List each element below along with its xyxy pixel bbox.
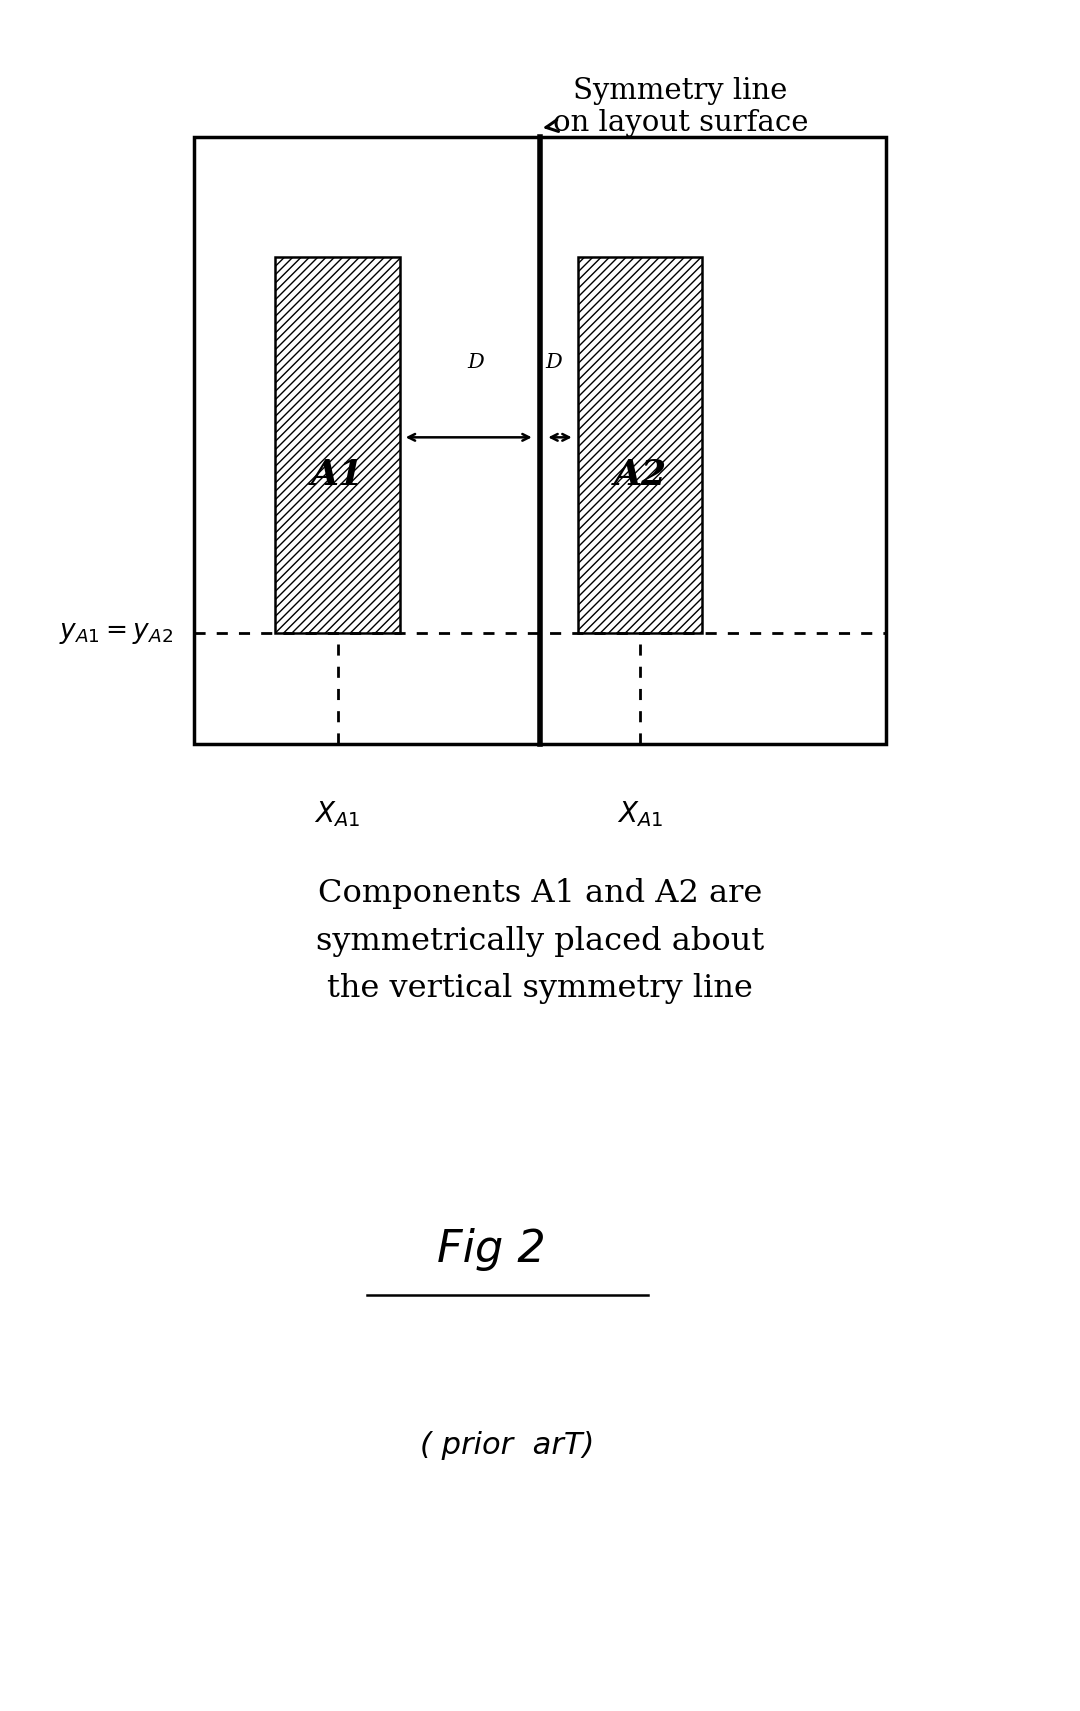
Text: $X_{A1}$: $X_{A1}$ — [617, 799, 663, 828]
Text: Symmetry line
on layout surface: Symmetry line on layout surface — [545, 77, 808, 137]
Text: A1: A1 — [311, 459, 364, 493]
Text: $X_{A1}$: $X_{A1}$ — [314, 799, 361, 828]
Text: ( prior  arT): ( prior arT) — [420, 1432, 595, 1459]
Text: Fig 2: Fig 2 — [437, 1227, 545, 1271]
Text: D: D — [545, 352, 562, 371]
Bar — [275, 257, 400, 633]
Text: A2: A2 — [613, 459, 666, 493]
Bar — [578, 257, 702, 633]
Bar — [194, 137, 886, 744]
Text: Components A1 and A2 are
symmetrically placed about
the vertical symmetry line: Components A1 and A2 are symmetrically p… — [315, 878, 765, 1004]
Text: $y_{A1}$$=$$y_{A2}$: $y_{A1}$$=$$y_{A2}$ — [58, 621, 173, 645]
Text: D: D — [467, 352, 484, 371]
